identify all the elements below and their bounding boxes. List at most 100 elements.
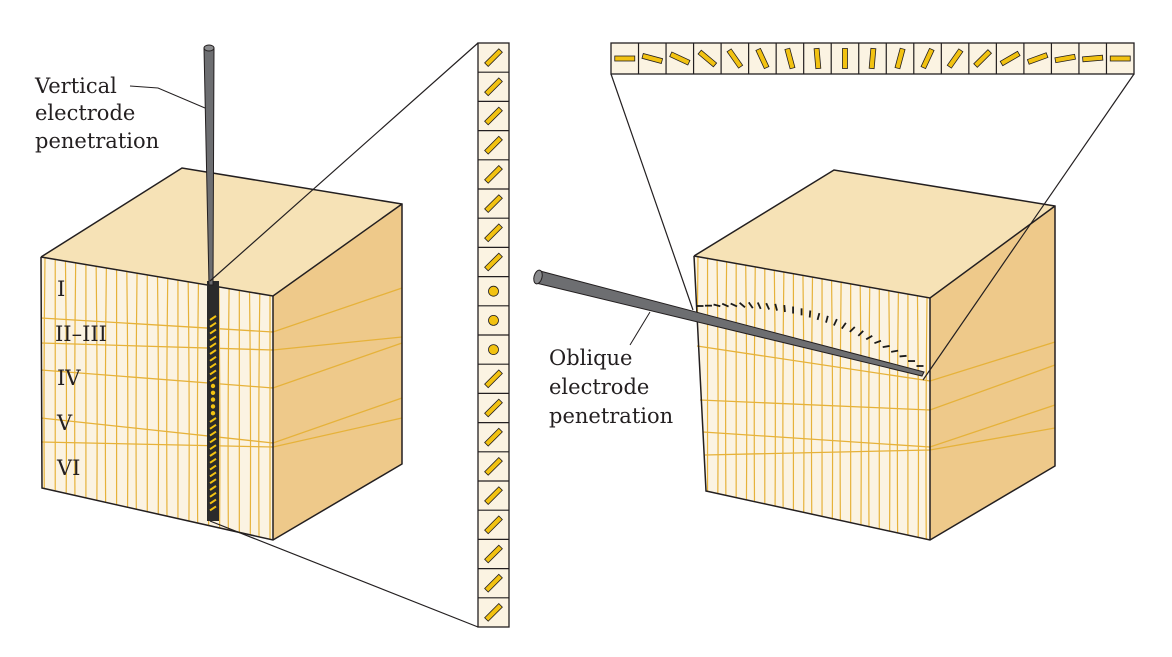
left-block-columns (43, 257, 271, 540)
cortical-column-line (187, 281, 190, 522)
oblique-label-line-3: penetration (549, 404, 673, 428)
orientation-bar (697, 49, 718, 68)
track-orientation-mark (209, 457, 217, 464)
orientation-bar (484, 544, 503, 564)
oblique-electrode-tip (533, 269, 543, 285)
cortical-column-line (104, 267, 107, 503)
track-orientation-mark (209, 430, 217, 437)
track-orientation-mark (209, 321, 217, 328)
track-orientation-mark (209, 498, 217, 505)
orientation-bar (999, 50, 1021, 67)
right-zoom-lines (610, 73, 1135, 381)
vertical-label-line-3: penetration (35, 129, 159, 153)
track-orientation-mark (209, 342, 217, 349)
cortical-column-line (839, 282, 842, 522)
oblique-label-leader (629, 311, 651, 346)
vertical-label-line-2: electrode (35, 101, 135, 125)
track-orientation-mark (899, 354, 907, 358)
track-orientation-mark (774, 303, 778, 311)
cortical-column-line (859, 285, 862, 526)
cortical-column-line (782, 271, 785, 510)
cortical-column-line (916, 296, 920, 538)
track-orientation-mark (882, 345, 890, 349)
orientation-bar (484, 427, 503, 447)
orientation-bar (484, 135, 503, 155)
orientation-bar (868, 47, 877, 70)
track-orientation-mark (833, 318, 838, 326)
cortical-column-line (196, 283, 200, 524)
track-orientation-mark (721, 302, 729, 308)
cortical-column-line (74, 262, 77, 496)
track-orientation-mark (874, 339, 882, 345)
cortical-column-line (830, 280, 834, 520)
track-orientation-mark (209, 437, 217, 444)
orientation-bar (484, 252, 503, 272)
oblique-label-line-1: Oblique (549, 346, 633, 370)
left-block-side-face (273, 204, 402, 540)
cortical-column-line (802, 275, 805, 514)
track-orientation-mark (209, 478, 217, 485)
track-orientation-mark (209, 417, 217, 423)
orientation-bar (484, 106, 503, 126)
orientation-bar (1026, 52, 1049, 65)
cortical-column-line (896, 292, 899, 534)
orientation-bar (946, 48, 964, 69)
orientation-bar (614, 55, 636, 62)
track-orientation-mark (209, 505, 217, 512)
orientation-bar (1054, 53, 1076, 64)
orientation-bar (1082, 54, 1104, 63)
track-orientation-mark (713, 303, 721, 308)
cortical-column-line (135, 272, 138, 510)
track-orientation-mark (209, 328, 217, 335)
vertical-track-orientations (209, 315, 217, 512)
track-orientation-mark (857, 330, 864, 337)
oblique-orientation-strip (610, 42, 1135, 75)
track-orientation-mark (209, 464, 217, 471)
orientation-bar (484, 398, 503, 418)
layer-label-IV: IV (57, 366, 81, 390)
orientation-bar (484, 456, 503, 476)
track-orientation-mark (209, 335, 217, 342)
right-block-columns (696, 256, 928, 540)
vertical-electrode-label: Vertical electrode penetration (34, 74, 206, 153)
right-cortex-block (533, 169, 1056, 541)
track-orientation-mark (748, 301, 754, 309)
layer-label-V: V (56, 411, 73, 435)
cortical-column-line (725, 261, 728, 498)
orientation-bar (973, 49, 993, 68)
track-orientation-mark (209, 315, 217, 321)
oblique-electrode-label: Oblique electrode penetration (549, 311, 673, 428)
cortical-column-line (773, 269, 776, 508)
left-block-outline (40, 167, 403, 541)
layer-labels: I II–III IV V VI (55, 277, 107, 480)
cortical-column-line (227, 288, 230, 531)
track-orientation-mark (739, 302, 746, 308)
orientation-bar (1109, 55, 1131, 62)
track-orientation-mark (209, 485, 217, 491)
track-orientation-mark (765, 302, 770, 310)
unoriented-cell-dot (488, 344, 499, 356)
track-orientation-mark (209, 451, 217, 457)
cortical-column-line (166, 278, 169, 517)
orientation-bar (484, 573, 503, 593)
track-orientation-mark (841, 322, 847, 330)
track-orientation-mark (808, 310, 812, 318)
orientation-bar (484, 223, 503, 243)
track-orientation-mark (209, 349, 217, 355)
track-orientation-mark (209, 362, 217, 369)
cortical-column-line (888, 290, 891, 532)
orientation-bar (484, 515, 503, 535)
cortical-column-line (258, 294, 261, 538)
cortical-column-line (716, 259, 719, 496)
track-orientation-mark (209, 444, 217, 451)
cortical-column-line (126, 271, 129, 507)
layer-label-II-III: II–III (55, 322, 107, 346)
right-block-top-face (694, 170, 1055, 298)
right-block-outline (693, 169, 1056, 541)
oblique-label-line-2: electrode (549, 375, 649, 399)
vertical-label-line-1: Vertical (34, 74, 117, 98)
track-unoriented-dot (210, 404, 216, 409)
cortical-column-line (696, 256, 699, 492)
track-orientation-mark (209, 355, 217, 362)
vertical-orientation-strip (477, 42, 510, 628)
